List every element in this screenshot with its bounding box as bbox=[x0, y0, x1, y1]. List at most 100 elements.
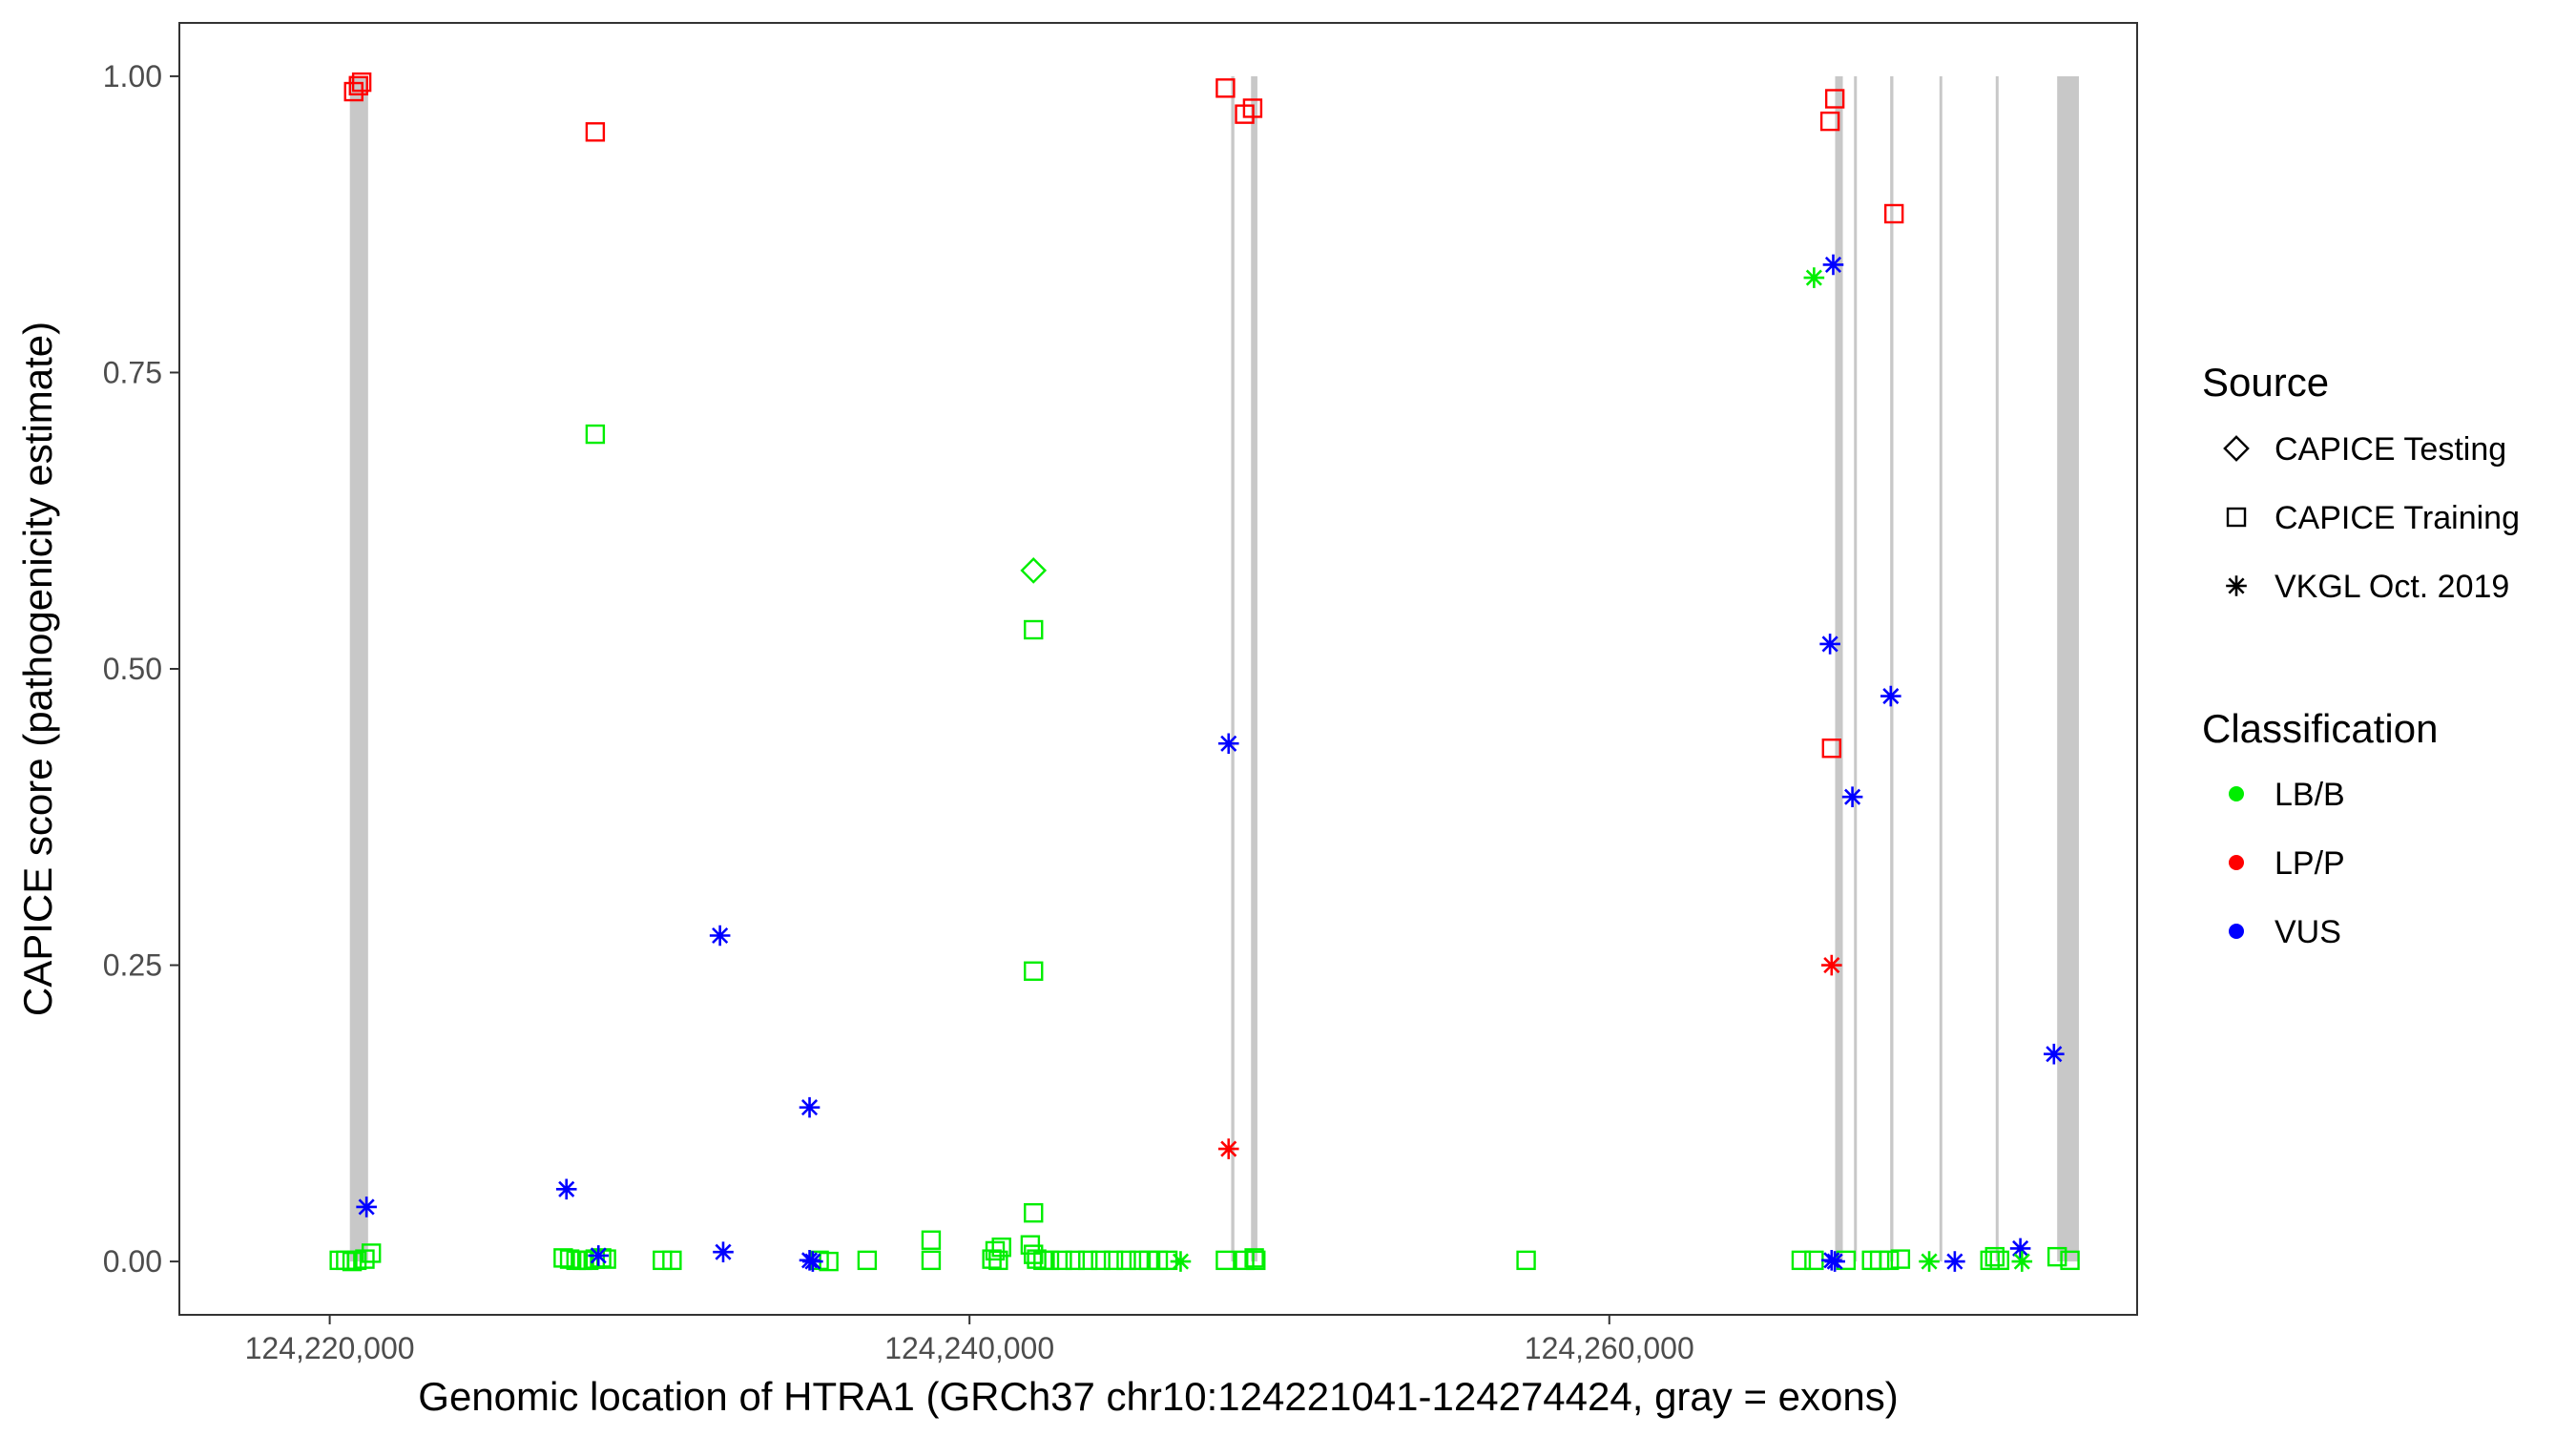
data-point-square bbox=[1242, 98, 1263, 118]
data-point-asterisk bbox=[2011, 1251, 2033, 1272]
data-point-asterisk bbox=[2044, 1043, 2065, 1065]
data-point-asterisk bbox=[1919, 1251, 1940, 1272]
exon-band bbox=[1835, 75, 1843, 1262]
data-point-asterisk bbox=[1880, 685, 1901, 707]
data-point-square bbox=[1078, 1250, 1098, 1271]
data-point-square bbox=[921, 1230, 942, 1250]
data-point-asterisk bbox=[802, 1251, 823, 1272]
x-axis-label: Genomic location of HTRA1 (GRCh37 chr10:… bbox=[418, 1374, 1898, 1419]
data-point-square bbox=[1024, 619, 1044, 640]
legend-classification-label: VUS bbox=[2275, 914, 2341, 950]
data-point-square bbox=[1879, 1250, 1900, 1271]
data-point-square bbox=[1824, 89, 1845, 109]
data-point-square bbox=[1980, 1250, 2000, 1271]
data-point-square bbox=[1246, 1250, 1266, 1271]
data-point-square bbox=[553, 1248, 573, 1268]
data-point-square bbox=[2046, 1246, 2067, 1267]
data-point-square bbox=[585, 122, 606, 142]
data-point-asterisk bbox=[555, 1178, 577, 1200]
data-point-square bbox=[336, 1250, 356, 1271]
data-point-asterisk bbox=[1822, 254, 1844, 276]
data-point-square bbox=[1052, 1250, 1072, 1271]
data-point-square bbox=[662, 1250, 682, 1271]
data-point-asterisk bbox=[1217, 733, 1239, 755]
data-point-asterisk bbox=[713, 1241, 734, 1262]
data-point-square bbox=[1065, 1250, 1086, 1271]
data-point-asterisk bbox=[1819, 634, 1840, 655]
data-point-asterisk bbox=[799, 1096, 821, 1118]
data-point-square bbox=[351, 72, 372, 93]
exon-band bbox=[1854, 75, 1858, 1262]
data-point-square bbox=[355, 1249, 375, 1269]
x-axis: 124,220,000 124,240,000 124,260,000 bbox=[245, 1315, 1694, 1365]
y-tick-label: 0.25 bbox=[103, 948, 162, 983]
data-point-square bbox=[1791, 1250, 1812, 1271]
data-points bbox=[329, 72, 2080, 1272]
data-point-asterisk bbox=[709, 925, 731, 947]
data-point-square bbox=[342, 1251, 363, 1272]
data-point-square bbox=[921, 1250, 942, 1271]
y-tick-label: 0.50 bbox=[103, 652, 162, 686]
data-point-square bbox=[1215, 1250, 1236, 1271]
data-point-square bbox=[1890, 1249, 1911, 1269]
data-point-square bbox=[585, 1249, 606, 1269]
exon-band bbox=[1251, 75, 1257, 1262]
y-tick-label: 0.75 bbox=[103, 355, 162, 389]
data-point-square bbox=[1103, 1250, 1124, 1271]
legend-source-symbol bbox=[2226, 507, 2247, 528]
data-point-square bbox=[1039, 1250, 1060, 1271]
legend-source-symbol bbox=[2223, 435, 2250, 462]
data-point-asterisk bbox=[1217, 1138, 1239, 1159]
legend-classification-symbol bbox=[2229, 786, 2244, 801]
data-point-asterisk bbox=[356, 1197, 377, 1217]
legend-source-label: VKGL Oct. 2019 bbox=[2275, 569, 2509, 605]
data-point-square bbox=[1027, 1249, 1047, 1269]
x-tick-label: 124,220,000 bbox=[245, 1331, 415, 1365]
y-axis: 0.00 0.25 0.50 0.75 1.00 bbox=[103, 59, 179, 1279]
data-point-asterisk bbox=[2009, 1238, 2031, 1259]
y-tick-label: 0.00 bbox=[103, 1244, 162, 1279]
exon-bands bbox=[349, 75, 2079, 1262]
legend-classification-title: Classification bbox=[2202, 706, 2438, 751]
data-point-square bbox=[988, 1250, 1008, 1271]
exon-band bbox=[1939, 75, 1942, 1262]
legend-source-label: CAPICE Training bbox=[2275, 500, 2520, 536]
x-tick-label: 124,260,000 bbox=[1525, 1331, 1694, 1365]
exon-band bbox=[1231, 75, 1235, 1262]
legend-source-symbol bbox=[2226, 575, 2247, 596]
data-point-square bbox=[1116, 1250, 1136, 1271]
legend-classification-label: LB/B bbox=[2275, 777, 2345, 813]
data-point-asterisk bbox=[1824, 1251, 1845, 1272]
data-point-square bbox=[1819, 111, 1840, 132]
data-point-asterisk bbox=[1841, 786, 1863, 807]
exon-band bbox=[2057, 75, 2079, 1262]
data-point-square bbox=[1984, 1246, 2005, 1267]
legend-source-title: Source bbox=[2202, 360, 2329, 405]
data-point-square bbox=[348, 75, 368, 96]
data-point-asterisk bbox=[1944, 1251, 1965, 1272]
legend: Source CAPICE Testing CAPICE Training VKGL… bbox=[2202, 360, 2520, 950]
data-point-asterisk bbox=[1820, 954, 1842, 976]
exon-band bbox=[1995, 75, 1999, 1262]
data-point-square bbox=[1883, 203, 1904, 224]
data-point-square bbox=[2060, 1250, 2080, 1271]
y-tick-label: 1.00 bbox=[103, 59, 162, 94]
legend-classification-symbol bbox=[2229, 855, 2244, 870]
data-point-square bbox=[1024, 1202, 1044, 1223]
data-point-square bbox=[1215, 78, 1236, 98]
exon-band bbox=[1890, 75, 1894, 1262]
data-point-square bbox=[361, 1243, 382, 1263]
legend-classification-items: LB/B LP/P VUS bbox=[2229, 777, 2345, 950]
data-point-square bbox=[857, 1250, 878, 1271]
data-point-square bbox=[1516, 1250, 1536, 1271]
data-point-square bbox=[585, 424, 606, 445]
data-point-asterisk bbox=[588, 1245, 610, 1266]
data-point-square bbox=[982, 1249, 1002, 1269]
data-point-square bbox=[1821, 739, 1841, 759]
legend-source-label: CAPICE Testing bbox=[2275, 431, 2506, 468]
data-point-diamond bbox=[1020, 557, 1048, 584]
data-point-square bbox=[559, 1249, 580, 1269]
exon-band bbox=[349, 75, 368, 1262]
